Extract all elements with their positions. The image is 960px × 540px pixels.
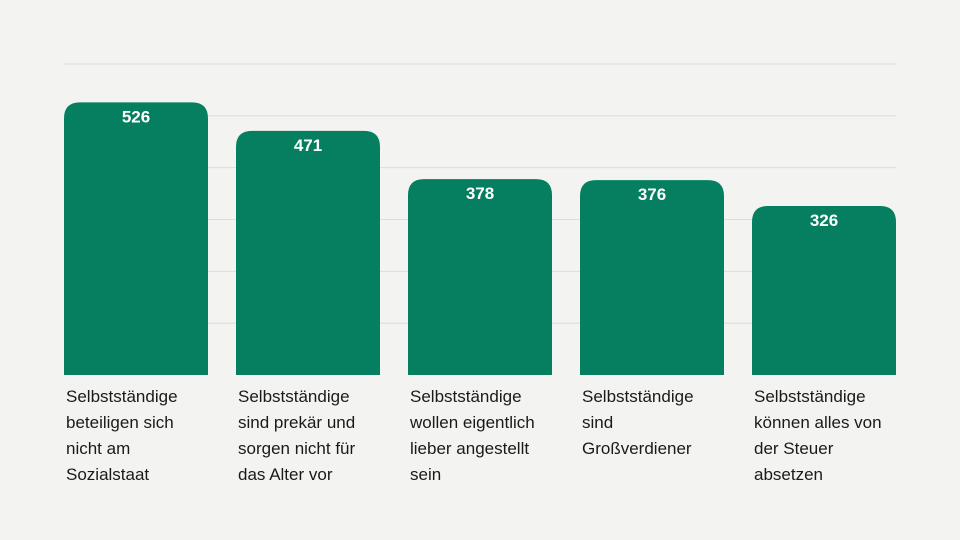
category-label-line: Großverdiener (582, 439, 692, 458)
category-label-line: Selbstständige (410, 387, 522, 406)
bars (64, 102, 896, 376)
category-label-line: das Alter vor (238, 465, 333, 484)
bar-value-label: 326 (810, 211, 838, 230)
bar-value-label: 526 (122, 107, 150, 126)
category-label-line: absetzen (754, 465, 823, 484)
bar-value-label: 378 (466, 184, 494, 203)
category-label: Selbstständige sind Großverdiener (582, 384, 732, 462)
category-label: Selbstständige können alles von der Steuer… (754, 384, 904, 488)
category-label-line: sein (410, 465, 442, 484)
category-label: Selbstständige wollen eigentlich lieber an… (410, 384, 560, 488)
category-label-line: Selbstständige (66, 387, 178, 406)
category-label-line: sorgen nicht für (238, 439, 356, 458)
bar (408, 179, 552, 375)
category-label-line: beteiligen sich (66, 413, 174, 432)
category-label: Selbstständige sind prekär und sorgen nich… (238, 384, 388, 488)
category-label-line: können alles von (754, 413, 882, 432)
category-label-line: wollen eigentlich (410, 413, 535, 432)
bar-value-label: 376 (638, 185, 666, 204)
bar (580, 180, 724, 375)
bar (64, 102, 208, 376)
category-label-line: lieber angestellt (410, 439, 530, 458)
category-label-line: nicht am (66, 439, 131, 458)
bar (236, 130, 380, 375)
value-labels: 526 471 378 376 326 (122, 107, 838, 230)
category-label-line: sind prekär und (238, 413, 356, 432)
category-label-line: Sozialstaat (66, 465, 150, 484)
category-label-line: sind (582, 413, 614, 432)
category-label-line: Selbstständige (582, 387, 694, 406)
category-label-line: Selbstständige (238, 387, 350, 406)
bar (752, 206, 896, 375)
category-label: Selbstständige beteiligen sich nicht am Soz… (66, 384, 216, 488)
category-label-line: Selbstständige (754, 387, 866, 406)
bar-value-label: 471 (294, 136, 322, 155)
category-label-line: der Steuer (754, 439, 834, 458)
